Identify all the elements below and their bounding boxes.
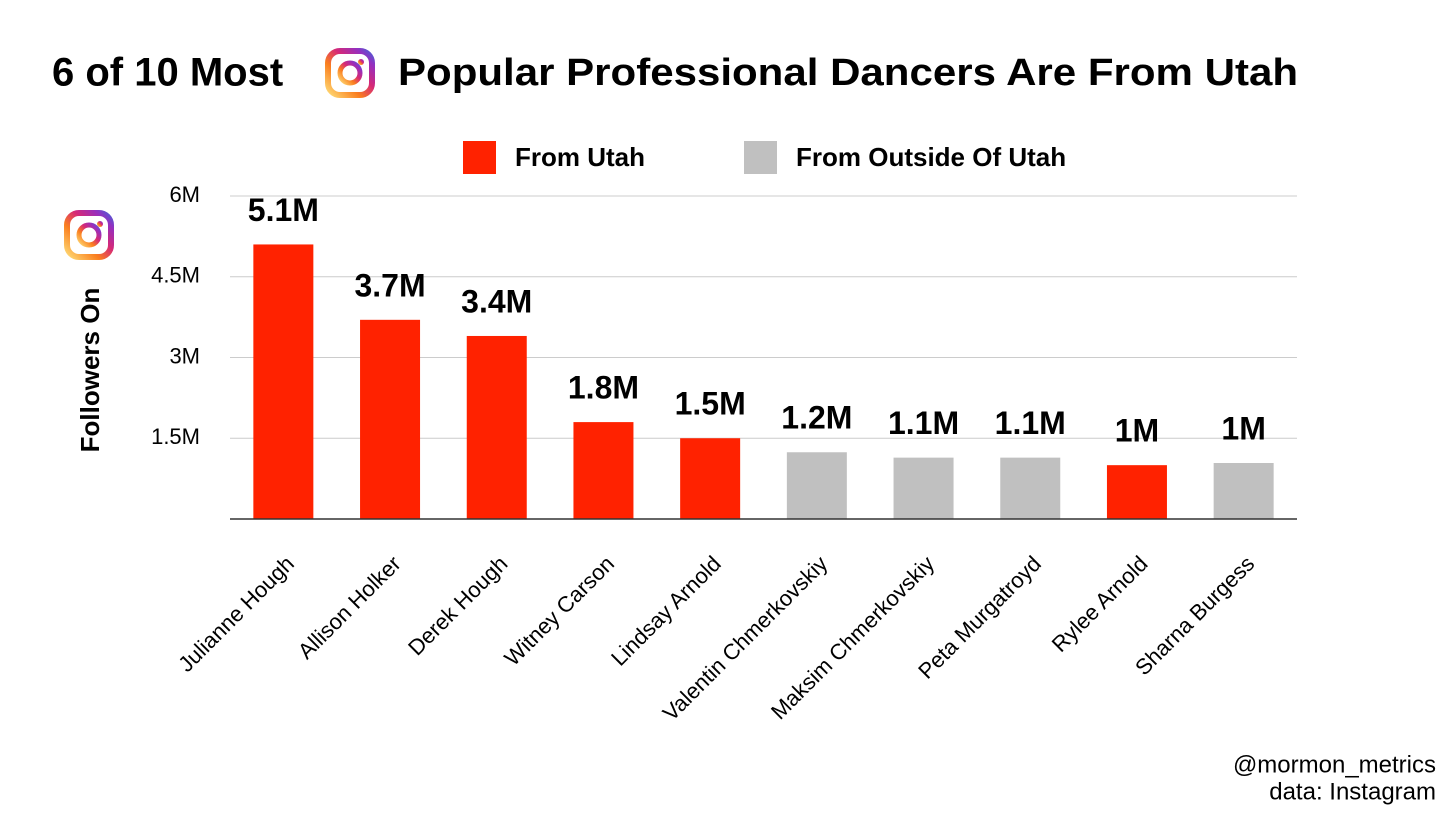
legend-label: From Outside Of Utah [796, 142, 1066, 172]
x-tick-label: Lindsay Arnold [606, 551, 726, 671]
y-tick-label: 6M [169, 182, 200, 207]
credit: @mormon_metrics [1233, 751, 1436, 778]
bar [466, 335, 527, 519]
bar [1213, 463, 1274, 519]
y-tick-label: 3M [169, 343, 200, 368]
bar [893, 457, 954, 519]
bar [573, 422, 634, 519]
bar [360, 319, 421, 519]
y-tick-label: 1.5M [151, 424, 200, 449]
source: data: Instagram [1269, 778, 1436, 805]
legend-label: From Utah [515, 142, 645, 172]
bar [680, 438, 741, 519]
bar [1000, 457, 1061, 519]
x-tick-label: Rylee Arnold [1047, 551, 1153, 657]
data-label: 1.5M [675, 386, 746, 422]
data-label: 3.4M [461, 283, 532, 319]
data-label: 3.7M [354, 267, 425, 303]
bar [786, 452, 847, 519]
x-tick-label: Derek Hough [403, 551, 512, 660]
instagram-icon [67, 213, 111, 257]
chart-title: Popular Professional Dancers Are From Ut… [398, 52, 1298, 94]
data-label: 1.1M [995, 405, 1066, 441]
data-label: 1M [1221, 410, 1265, 446]
x-tick-label: Witney Carson [499, 551, 619, 671]
y-axis-label: Followers On [75, 288, 105, 453]
instagram-icon [328, 51, 372, 95]
data-label: 1.8M [568, 370, 639, 406]
data-label: 1.1M [888, 405, 959, 441]
legend-swatch [744, 141, 777, 174]
x-tick-label: Julianne Hough [173, 551, 299, 677]
legend-swatch [463, 141, 496, 174]
data-label: 1.2M [781, 400, 852, 436]
bar [1106, 465, 1167, 519]
data-label: 5.1M [248, 192, 319, 228]
bar [253, 244, 314, 519]
x-tick-label: Allison Holker [293, 551, 406, 664]
data-label: 1M [1115, 413, 1159, 449]
y-tick-label: 4.5M [151, 263, 200, 288]
chart-title: 6 of 10 Most [52, 51, 283, 95]
